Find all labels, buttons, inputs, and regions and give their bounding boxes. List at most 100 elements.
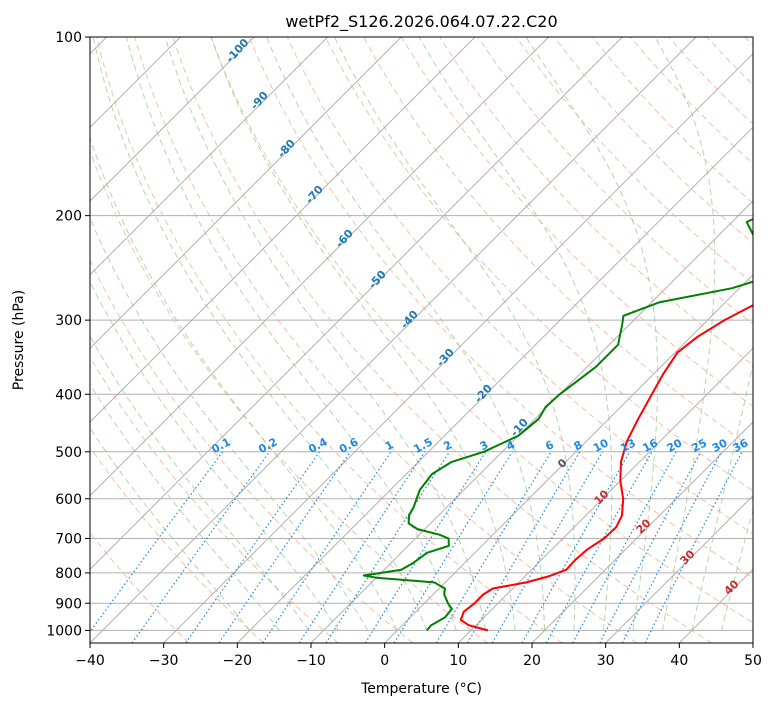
- x-tick-label: 40: [670, 653, 688, 669]
- dry-adiabat-line: [90, 446, 264, 643]
- mixing-ratio-line: [218, 451, 351, 643]
- mixing-ratio-line: [185, 451, 321, 643]
- dry-adiabat-label: 10: [592, 487, 612, 507]
- isotherm-line: [531, 421, 753, 643]
- moist-adiabat-line: [266, 37, 546, 631]
- dry-adiabat-line: [248, 37, 753, 579]
- isotherm-line: [752, 642, 753, 643]
- moist-adiabat-label: -90: [248, 89, 271, 113]
- isotherm-line: [90, 37, 255, 202]
- mixing-ratio-label: 3: [478, 438, 491, 453]
- y-axis: 100 200 300 400 500 600 700 800 900 1000: [46, 30, 90, 639]
- mixing-ratio-label: 16: [640, 436, 660, 455]
- y-tick-label: 200: [55, 209, 82, 225]
- moist-adiabat-line: [525, 37, 659, 631]
- x-tick-label: 10: [449, 653, 467, 669]
- moist-adiabat-line: [90, 280, 339, 631]
- moist-adiabat-line: [90, 216, 369, 631]
- moist-adiabat-line: [654, 37, 716, 631]
- mixing-ratio-line: [298, 451, 426, 643]
- dry-adiabat-line: [286, 37, 753, 535]
- chart-title: wetPf2_S126.2026.064.07.22.C20: [285, 12, 557, 32]
- moist-adiabat-line: [418, 37, 613, 631]
- isotherm-line: [90, 37, 550, 497]
- mixing-ratio-label: 36: [731, 436, 751, 455]
- dry-adiabat-line: [172, 37, 712, 643]
- x-axis-title: Temperature (°C): [360, 681, 482, 697]
- mixing-ratio-line: [644, 451, 743, 643]
- moist-adiabat-line: [92, 37, 428, 631]
- x-tick-label: 20: [523, 653, 541, 669]
- dry-adiabat-label: 30: [678, 547, 698, 567]
- x-tick-label: 0: [380, 653, 389, 669]
- moist-adiabat-line: [90, 427, 251, 631]
- mixing-ratio-label: 25: [689, 436, 709, 455]
- dry-adiabat-line: [744, 37, 753, 46]
- dry-adiabat-line: [515, 37, 753, 285]
- plot-frame: [89, 36, 754, 644]
- y-tick-label: 100: [55, 30, 82, 46]
- moist-adiabat-line: [210, 37, 516, 631]
- isotherm-line: [90, 37, 623, 571]
- moist-adiabat-line: [720, 508, 753, 631]
- moist-adiabat-line: [334, 37, 576, 631]
- moist-adiabat-line: [90, 383, 280, 631]
- mixing-ratio-label: 0.4: [306, 435, 330, 456]
- dry-adiabat-line: [96, 37, 563, 643]
- moist-adiabat-line: [90, 136, 398, 631]
- mixing-ratio-label: 0.1: [209, 435, 232, 456]
- moist-adiabat-label: -70: [303, 183, 326, 207]
- isotherm-line: [90, 37, 476, 423]
- profiles: [362, 217, 753, 632]
- dry-adiabat-line: [90, 149, 488, 643]
- isotherm-line: [90, 37, 697, 643]
- mixing-ratio-line: [572, 451, 677, 643]
- x-tick-label: 30: [597, 653, 615, 669]
- mixing-ratio-line: [599, 451, 702, 643]
- mixing-ratio-label: 0.6: [337, 435, 361, 456]
- isotherm-line: [457, 347, 753, 643]
- dry-adiabat-line: [90, 259, 414, 643]
- x-tick-label: −40: [75, 653, 105, 669]
- moist-adiabat-line: [90, 335, 310, 631]
- mixing-ratio-line: [364, 451, 487, 643]
- isotherm-line: [236, 126, 753, 643]
- isotherm-line: [90, 37, 329, 276]
- moist-adiabat-label: -60: [333, 227, 356, 251]
- y-axis-title: Pressure (hPa): [11, 290, 27, 390]
- mixing-ratio-line: [435, 451, 552, 643]
- moist-adiabat-label: -10: [508, 416, 531, 440]
- dry-adiabat-line: [134, 37, 638, 643]
- moist-adiabat-label: -50: [366, 268, 389, 292]
- y-tick-label: 900: [55, 596, 82, 612]
- isotherm-line: [90, 37, 402, 350]
- moist-adiabat-label: -40: [398, 308, 421, 332]
- x-tick-label: −30: [149, 653, 179, 669]
- mixing-ratio-label: 1.5: [411, 435, 434, 456]
- mixing-ratio-label: 6: [543, 438, 556, 453]
- dewpoint-profile-line: [362, 217, 753, 632]
- dry-adiabat-label: 40: [722, 577, 742, 597]
- mixing-ratio-line: [262, 451, 392, 643]
- x-tick-label: −20: [223, 653, 253, 669]
- isotherm-line: [163, 52, 753, 643]
- temperature-profile-line: [459, 304, 753, 632]
- dry-adiabat-line: [477, 37, 753, 325]
- dry-adiabat-line: [90, 356, 339, 643]
- x-axis: −40 −30 −20 −10 0 10 20 30 40 50: [75, 643, 762, 669]
- moist-adiabat-label: -30: [434, 346, 457, 370]
- mixing-ratio-line: [545, 451, 653, 643]
- mixing-ratio-line: [325, 451, 451, 643]
- y-tick-label: 700: [55, 532, 82, 548]
- x-tick-label: 50: [744, 653, 762, 669]
- dry-adiabat-label: 20: [634, 516, 654, 536]
- y-tick-label: 500: [55, 445, 82, 461]
- isotherm-line: [605, 494, 753, 643]
- line-labels: 0.1 0.2 0.4 0.6 1 1.5 2 3 4 6 8 10 13 16 20 25 30 3601020…: [209, 37, 751, 598]
- mixing-ratio-line: [131, 451, 271, 643]
- mixing-ratio-label: 20: [665, 436, 685, 455]
- y-tick-label: 300: [55, 313, 82, 329]
- moist-adiabat-line: [126, 37, 457, 631]
- y-tick-label: 1000: [46, 623, 82, 639]
